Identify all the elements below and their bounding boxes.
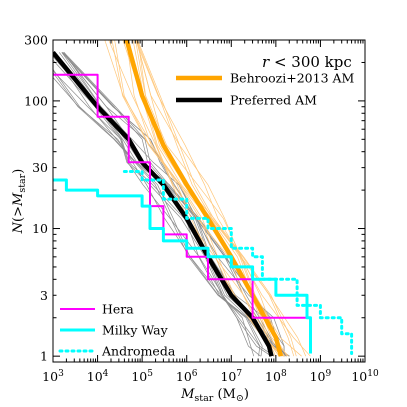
legend-label: Preferred AM (230, 93, 317, 108)
y-tick-label: 100 (24, 93, 48, 108)
y-tick-label: 30 (32, 160, 48, 175)
axis-ticks (52, 39, 366, 363)
x-tick-label: 108 (265, 369, 287, 384)
series-line-milky-way (53, 178, 312, 354)
y-tick-label: 10 (32, 221, 48, 236)
thin-line-gray-7 (53, 70, 261, 357)
thin-line-gray-13 (53, 68, 263, 357)
legend-label: Hera (102, 302, 134, 317)
x-tick-label: 1010 (351, 369, 379, 384)
y-axis-label: N(>Mstar) (11, 169, 28, 235)
legend-bottom: Hera Milky Way Andromeda (58, 302, 176, 359)
thin-line-orange-3 (135, 40, 307, 357)
legend-label: Milky Way (102, 323, 169, 338)
thin-line-orange-9 (137, 40, 302, 357)
thin-line-gray-15 (53, 59, 272, 357)
thin-line-gray-10 (53, 76, 255, 357)
x-tick-label: 103 (42, 369, 64, 384)
thin-line-orange-11 (137, 40, 297, 357)
thin-line-orange-6 (136, 40, 311, 357)
x-axis-label: Mstar (M⊙) (180, 387, 249, 404)
x-tick-label: 105 (131, 369, 153, 384)
thin-line-gray-2 (53, 71, 261, 357)
x-tick-label: 109 (310, 369, 332, 384)
radius-annotation: r < 300 kpc (262, 53, 352, 71)
thin-line-gray-6 (62, 52, 285, 357)
legend-label: Behroozi+2013 AM (230, 71, 355, 86)
thin-line-orange-8 (135, 40, 288, 357)
x-tick-label: 107 (220, 369, 242, 384)
legend-label: Andromeda (101, 344, 176, 359)
series-lines (53, 40, 354, 357)
y-tick-label: 300 (24, 33, 48, 48)
legend-top: Behroozi+2013 AM Preferred AM (176, 71, 355, 108)
thin-line-orange-1 (135, 40, 289, 357)
y-tick-label: 3 (40, 288, 48, 303)
plot-frame (52, 39, 366, 363)
x-tick-label: 106 (176, 369, 198, 384)
thin-line-orange-0 (136, 40, 295, 357)
series-line-andromeda (122, 170, 354, 355)
y-tick-label: 1 (40, 349, 48, 364)
x-tick-label: 104 (87, 369, 109, 384)
series-line-hera (53, 73, 312, 354)
